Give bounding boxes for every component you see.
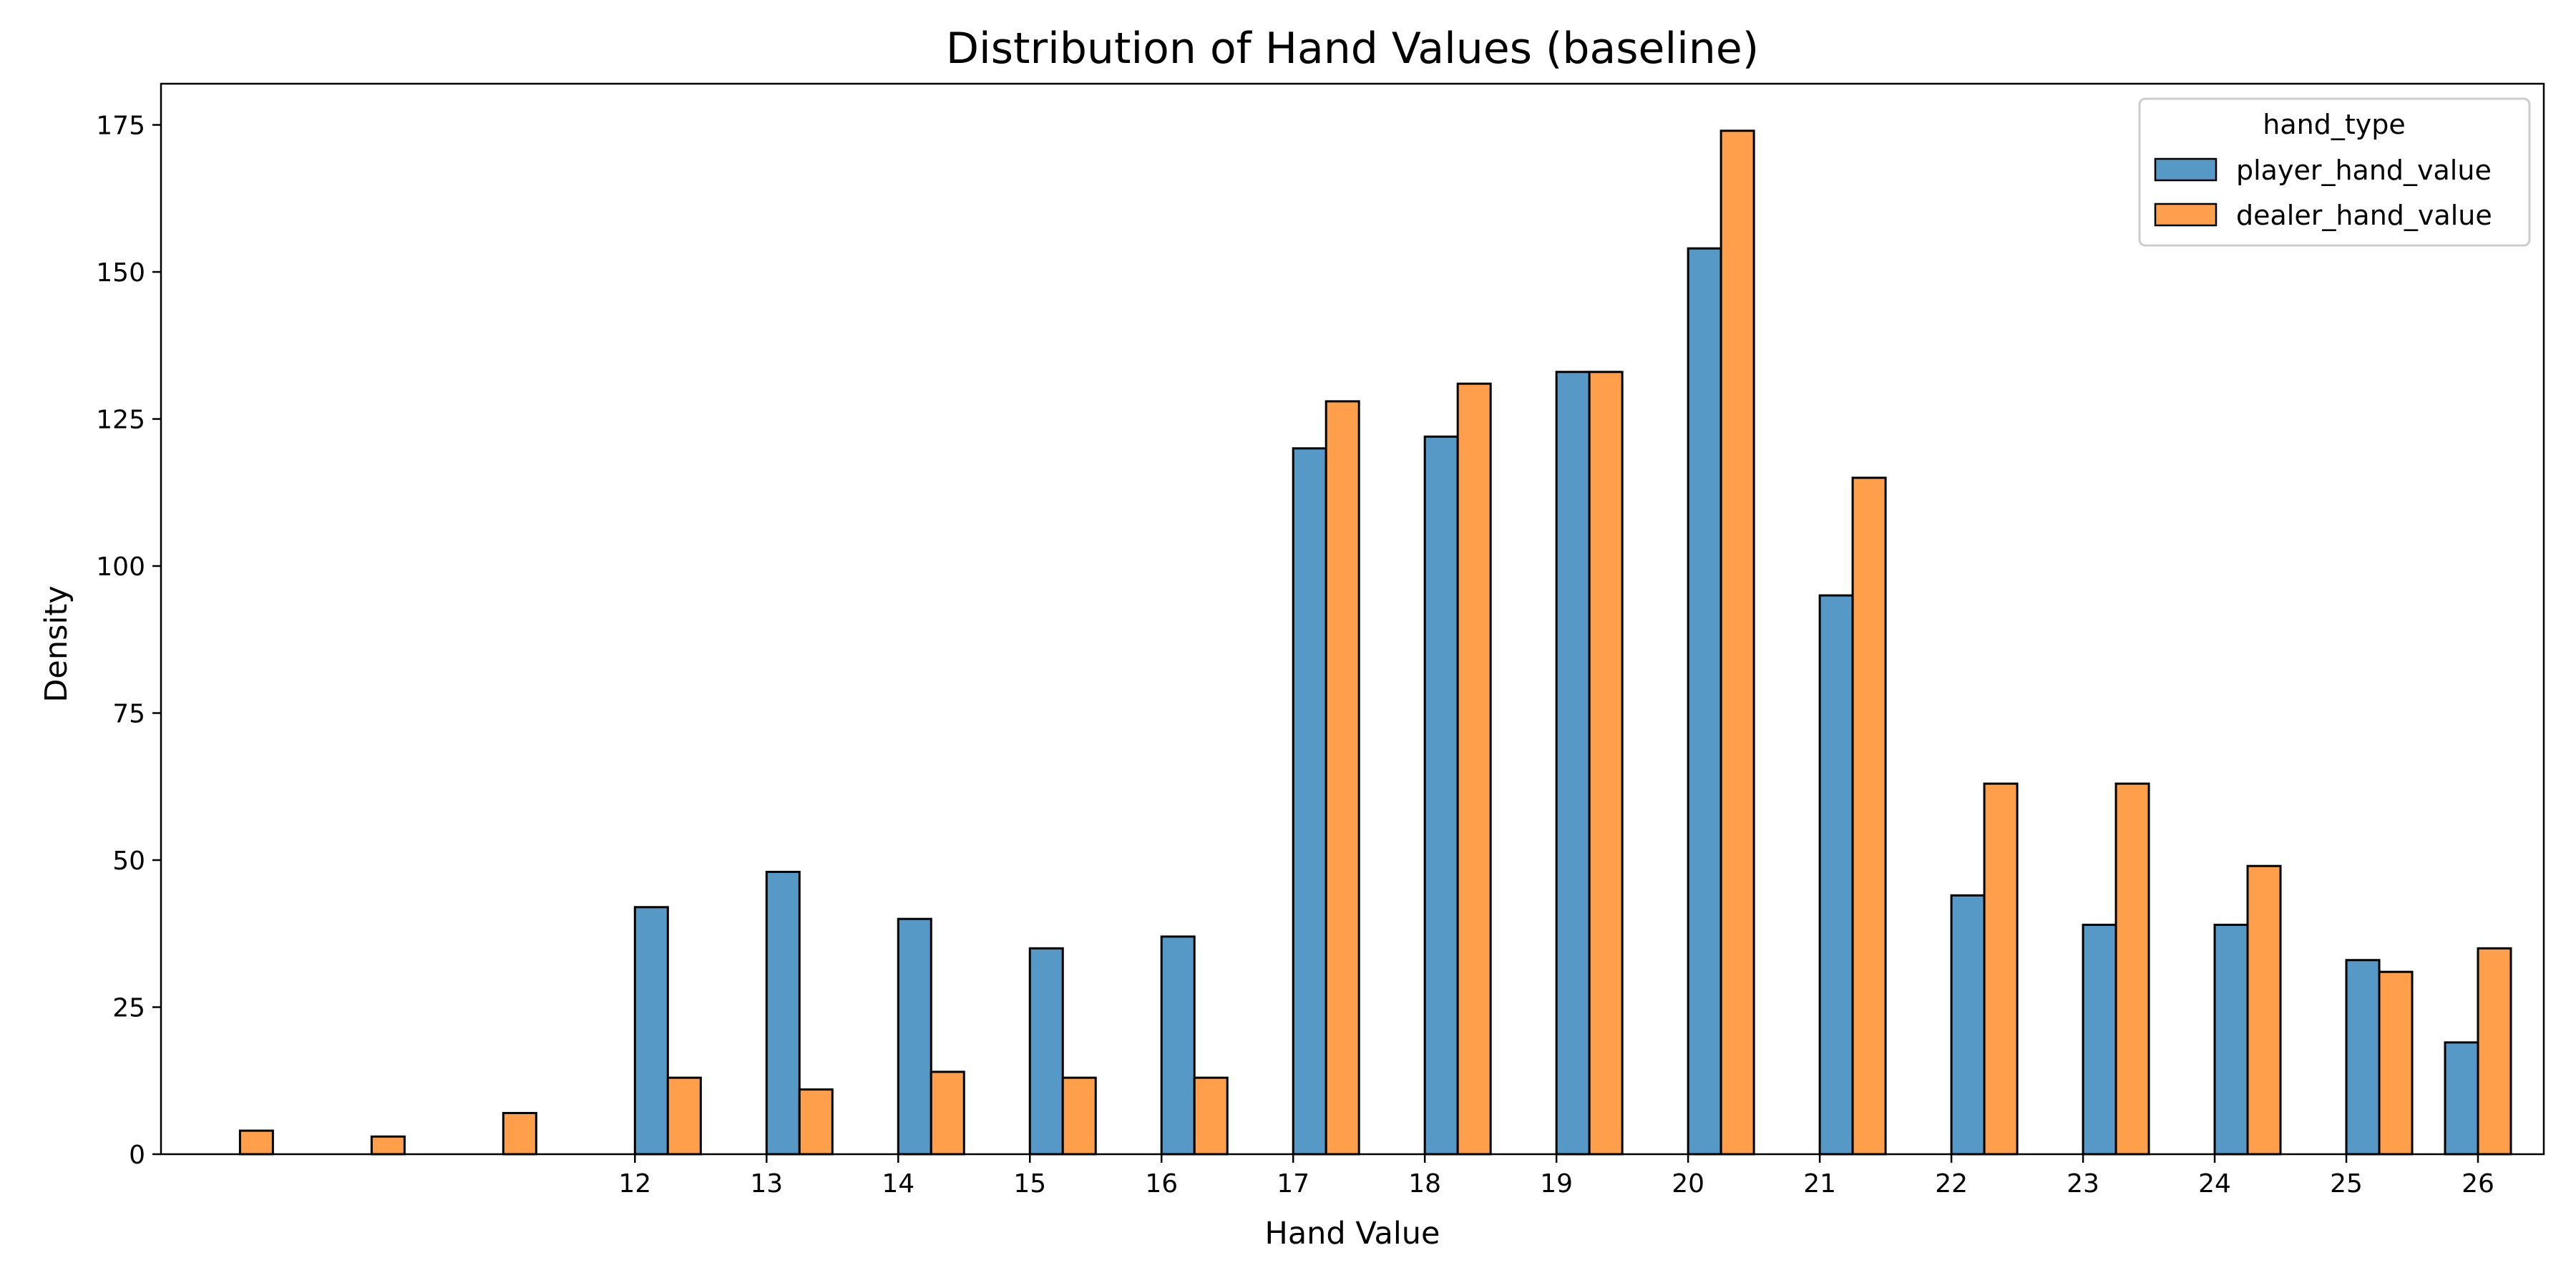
bar-dealer-hand-value-18_25 <box>1456 382 1492 1156</box>
x-tick-label-23: 23 <box>2067 1169 2099 1199</box>
bar-player-hand-value-15 <box>1028 947 1064 1156</box>
bar-dealer-hand-value-13_25 <box>798 1088 834 1156</box>
legend: hand_type player_hand_value dealer_hand_… <box>2138 97 2531 247</box>
bar-player-hand-value-25_75 <box>2444 1041 2479 1156</box>
plot-area: 0 25 50 75 100 125 150 175 12 13 14 15 16 17 18 19 20 21 2… <box>96 82 2545 1199</box>
x-tick-label-16: 16 <box>1145 1169 1178 1199</box>
bar-player-hand-value-16 <box>1160 935 1196 1156</box>
bar-dealer-hand-value-20_25 <box>1719 130 1755 1156</box>
axes-group: 0 25 50 75 100 125 150 175 12 13 14 15 16 17 18 19 20 21 2… <box>96 82 2545 1199</box>
bars-group <box>238 130 2512 1156</box>
axes-frame <box>160 82 2545 1156</box>
bar-dealer-hand-value-22_25 <box>1983 782 2019 1156</box>
legend-frame <box>2138 97 2531 247</box>
bar-player-hand-value-20 <box>1687 247 1722 1156</box>
bar-player-hand-value-23 <box>2082 923 2117 1156</box>
bar-dealer-hand-value-17_25 <box>1324 400 1360 1156</box>
bar-player-hand-value-17 <box>1292 447 1327 1156</box>
bar-dealer-hand-value-9 <box>238 1129 274 1156</box>
bar-dealer-hand-value-15_25 <box>1061 1076 1097 1156</box>
bar-player-hand-value-25 <box>2345 959 2381 1156</box>
y-tick-label-125: 125 <box>96 406 145 435</box>
y-tick-label-50: 50 <box>112 847 145 876</box>
y-tick-label-150: 150 <box>96 258 145 288</box>
bar-dealer-hand-value-12_25 <box>666 1076 702 1156</box>
x-tick-label-18: 18 <box>1408 1169 1441 1199</box>
bar-dealer-hand-value-21_25 <box>1851 477 1887 1156</box>
x-tick-label-22: 22 <box>1935 1169 1968 1199</box>
x-tick-label-12: 12 <box>618 1169 651 1199</box>
x-tick-label-24: 24 <box>2198 1169 2231 1199</box>
bar-dealer-hand-value-19_25 <box>1588 371 1624 1156</box>
bar-dealer-hand-value-10 <box>370 1135 406 1156</box>
y-tick-label-75: 75 <box>112 700 145 729</box>
legend-title: hand_type <box>2263 109 2405 140</box>
bar-dealer-hand-value-16_25 <box>1193 1076 1229 1156</box>
chart-title: Distribution of Hand Values (baseline) <box>946 24 1759 74</box>
x-tick-label-14: 14 <box>882 1169 914 1199</box>
y-tick-label-100: 100 <box>96 552 145 582</box>
bar-dealer-hand-value-26 <box>2477 947 2512 1156</box>
x-tick-label-26: 26 <box>2462 1169 2494 1199</box>
legend-swatch-player-hand-value <box>2154 157 2218 182</box>
bar-player-hand-value-24 <box>2213 923 2249 1156</box>
y-tick-label-0: 0 <box>129 1141 145 1170</box>
bar-player-hand-value-19 <box>1555 371 1591 1156</box>
x-tick-label-15: 15 <box>1013 1169 1046 1199</box>
x-tick-label-20: 20 <box>1672 1169 1704 1199</box>
bar-dealer-hand-value-14_25 <box>930 1070 965 1156</box>
bar-dealer-hand-value-24_25 <box>2246 864 2282 1156</box>
x-tick-label-21: 21 <box>1803 1169 1836 1199</box>
x-tick-label-25: 25 <box>2330 1169 2363 1199</box>
bar-dealer-hand-value-11 <box>502 1111 537 1156</box>
bar-dealer-hand-value-23_25 <box>2114 782 2150 1156</box>
bar-player-hand-value-12 <box>633 906 669 1156</box>
x-tick-label-17: 17 <box>1277 1169 1309 1199</box>
legend-swatch-dealer-hand-value <box>2154 203 2218 227</box>
bar-player-hand-value-22 <box>1950 894 1986 1156</box>
bar-player-hand-value-14 <box>897 917 932 1156</box>
legend-label-dealer-hand-value: dealer_hand_value <box>2236 200 2492 231</box>
bar-player-hand-value-18 <box>1423 435 1459 1156</box>
x-axis-label: Hand Value <box>1265 1216 1440 1252</box>
x-tick-label-19: 19 <box>1540 1169 1573 1199</box>
legend-label-player-hand-value: player_hand_value <box>2236 155 2492 186</box>
bar-player-hand-value-13 <box>765 870 801 1156</box>
bar-player-hand-value-21 <box>1818 594 1854 1156</box>
bar-dealer-hand-value-25_25 <box>2378 970 2414 1156</box>
x-tick-label-13: 13 <box>750 1169 783 1199</box>
y-tick-label-25: 25 <box>112 994 145 1023</box>
y-tick-label-175: 175 <box>96 112 145 141</box>
y-axis-label: Density <box>39 585 74 702</box>
